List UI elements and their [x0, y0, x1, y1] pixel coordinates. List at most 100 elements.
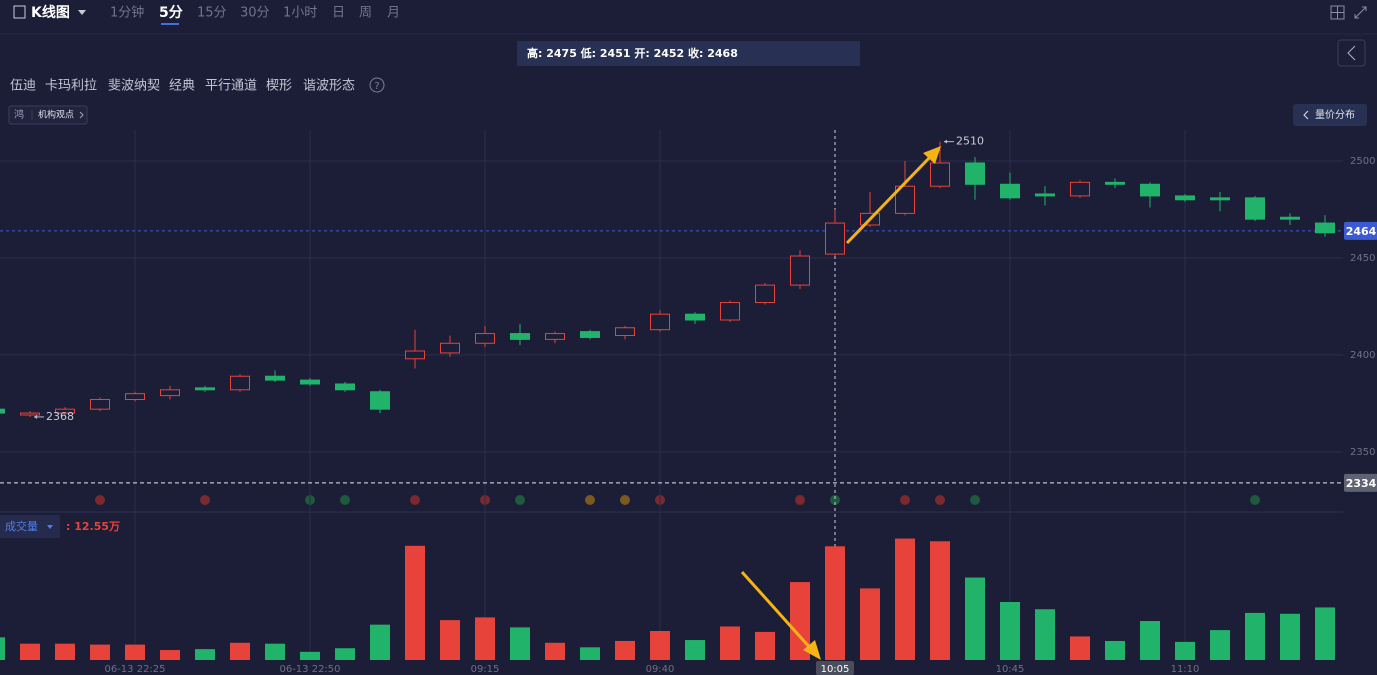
- candle-body: [510, 333, 530, 340]
- candle-body: [1315, 222, 1335, 234]
- volume-bar: [580, 647, 600, 660]
- candle-body: [20, 412, 40, 416]
- y-tick-label: 2400: [1350, 350, 1375, 361]
- volume-bar: [720, 626, 740, 660]
- volume-bar: [755, 631, 775, 660]
- candle-body: [615, 327, 635, 337]
- chart-icon: [13, 5, 26, 19]
- crosshair-time-box: [816, 661, 854, 675]
- candle-body: [1000, 183, 1020, 199]
- collapse-button[interactable]: [1337, 39, 1366, 67]
- dropdown-arrow: [78, 10, 86, 15]
- volume-bar: [1000, 602, 1020, 660]
- volume-bar: [860, 588, 880, 660]
- drawing-tool[interactable]: 斐波纳契: [108, 79, 160, 94]
- drawing-tool[interactable]: 谐波形态: [303, 79, 355, 94]
- period[interactable]: 月: [387, 6, 400, 21]
- y-tick-label: 2350: [1350, 447, 1375, 458]
- volume-bar: [1280, 613, 1300, 660]
- candle-body: [475, 333, 495, 344]
- volume-bar: [1315, 607, 1335, 660]
- volume-bar: [615, 640, 635, 660]
- volume-bar: [405, 545, 425, 660]
- candle-body: [755, 284, 775, 304]
- drawing-tool[interactable]: 经典: [169, 79, 195, 94]
- candle-body: [685, 313, 705, 321]
- price-tag-label: 2464: [1346, 225, 1377, 238]
- period[interactable]: 1小时: [283, 6, 317, 21]
- ohlc-text: 高: 2475 低: 2451 开: 2452 收: 2468: [527, 46, 738, 60]
- volume-bar: [965, 577, 985, 660]
- extreme-arrowhead: [944, 139, 947, 144]
- badge-chevron: [79, 111, 84, 119]
- badge-label: 机构观点: [38, 109, 74, 121]
- signal-icon: [95, 495, 105, 505]
- volume-dropdown: [47, 525, 53, 529]
- volume-bar: [1105, 640, 1125, 660]
- volume-bar: [370, 624, 390, 660]
- volume-bar: [0, 637, 5, 660]
- signal-icon: [970, 495, 980, 505]
- volume-bar: [510, 627, 530, 660]
- arrow-head: [923, 146, 941, 164]
- period[interactable]: 5分: [159, 5, 183, 21]
- candle-body: [1245, 197, 1265, 220]
- side-button[interactable]: [1293, 104, 1367, 126]
- volume-bar: [1210, 630, 1230, 660]
- drawing-tool[interactable]: 卡玛利拉: [45, 79, 97, 94]
- volume-header[interactable]: [0, 515, 60, 538]
- chart-type[interactable]: K线图: [31, 4, 70, 21]
- drawing-tool[interactable]: 平行通道: [205, 79, 257, 94]
- volume-bar: [55, 643, 75, 660]
- period[interactable]: 周: [359, 6, 372, 21]
- period[interactable]: 30分: [240, 6, 270, 21]
- volume-bar: [1070, 636, 1090, 660]
- volume-bar: [125, 644, 145, 660]
- crosshair-time: 10:05: [821, 664, 850, 675]
- volume-bar: [1245, 612, 1265, 660]
- signal-icon: [340, 495, 350, 505]
- collapse-chevron: [1347, 45, 1356, 61]
- volume-bar: [1035, 609, 1055, 660]
- arrow-head: [803, 640, 821, 660]
- volume-bar: [650, 631, 670, 660]
- x-tick-label: 09:40: [646, 664, 675, 675]
- candle-body: [195, 387, 215, 391]
- help-icon[interactable]: [369, 77, 385, 93]
- volume-name: 成交量: [5, 519, 38, 533]
- candle-body: [160, 389, 180, 397]
- drawing-tool[interactable]: 伍迪: [10, 79, 36, 94]
- candle-body: [265, 375, 285, 381]
- price-tag: [1344, 221, 1377, 240]
- candle-body: [1210, 197, 1230, 201]
- candle-body: [580, 331, 600, 338]
- drawing-tool[interactable]: 楔形: [266, 79, 292, 94]
- candle-body: [1105, 181, 1125, 185]
- signal-icon: [200, 495, 210, 505]
- period[interactable]: 日: [332, 6, 345, 21]
- badge[interactable]: [8, 105, 88, 125]
- candle-body: [125, 393, 145, 400]
- extreme-label: 2510: [956, 135, 984, 148]
- volume-bar: [1175, 641, 1195, 660]
- volume-bar: [160, 650, 180, 660]
- volume-bar: [195, 649, 215, 660]
- volume-bar: [825, 546, 845, 660]
- period[interactable]: 1分钟: [110, 5, 144, 21]
- candle-body: [370, 391, 390, 410]
- volume-bar: [335, 648, 355, 660]
- candle-body: [1175, 195, 1195, 201]
- fullscreen-icon[interactable]: [1354, 6, 1367, 19]
- candle-body: [1140, 183, 1160, 197]
- volume-bar: [895, 538, 915, 660]
- period[interactable]: 15分: [197, 6, 227, 21]
- volume-bar: [1140, 621, 1160, 660]
- signal-icon: [410, 495, 420, 505]
- candle-body: [1070, 181, 1090, 197]
- arrow-line: [845, 153, 934, 245]
- candle-body: [90, 398, 110, 410]
- annotation-arrows: [740, 146, 941, 660]
- extreme-label: 2368: [46, 410, 74, 423]
- x-tick-label: 11:10: [1171, 664, 1200, 675]
